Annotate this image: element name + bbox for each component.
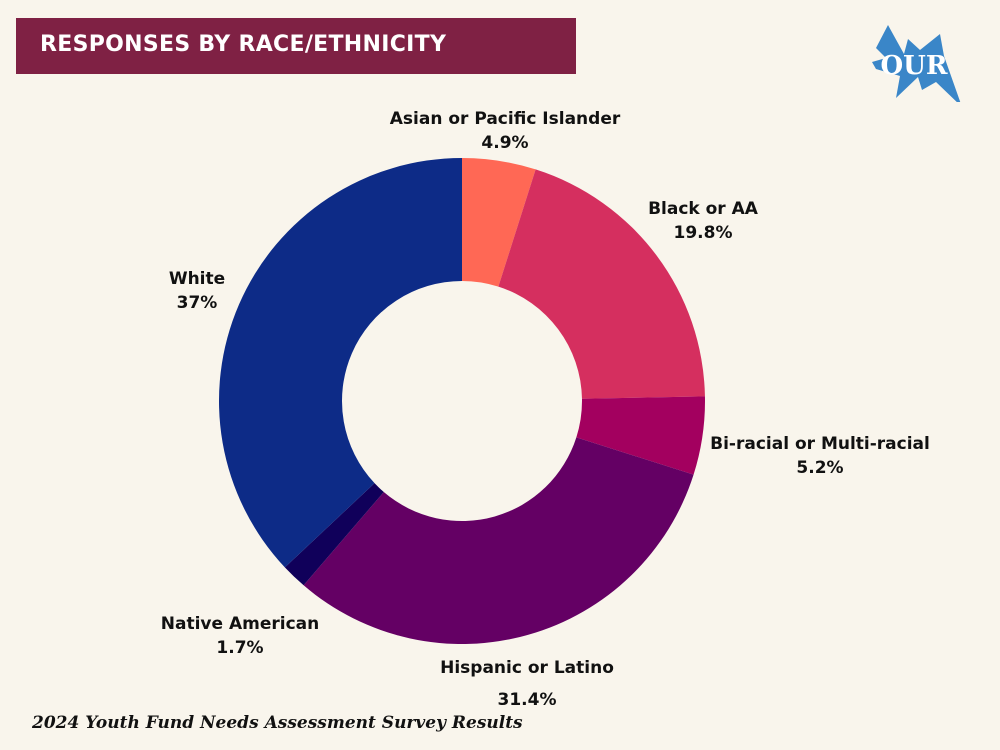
data-label: Hispanic or Latino 31.4% bbox=[440, 656, 614, 712]
slice-hispanic-or-latino bbox=[303, 437, 694, 644]
slice-value-label: 31.4% bbox=[497, 690, 557, 710]
slice-value-label: 1.7% bbox=[216, 638, 264, 658]
page-title: RESPONSES BY RACE/ETHNICITY bbox=[40, 32, 447, 57]
slice-label: Bi-racial or Multi-racial bbox=[710, 434, 930, 454]
slice-label: Asian or Pacific Islander bbox=[389, 109, 621, 129]
title-banner bbox=[16, 18, 576, 74]
slice-native-american bbox=[284, 483, 384, 586]
data-label: Bi-racial or Multi-racial 5.2% bbox=[710, 432, 930, 480]
starburst-icon bbox=[872, 25, 961, 102]
data-label: Asian or Pacific Islander 4.9% bbox=[390, 107, 620, 155]
slice-black-or-aa bbox=[498, 169, 705, 399]
data-label: White 37% bbox=[169, 267, 225, 315]
logo-text: OUR bbox=[881, 51, 948, 81]
slice-label: White bbox=[168, 269, 226, 289]
our-logo: OUR bbox=[872, 25, 961, 102]
slice-value-label: 5.2% bbox=[796, 458, 844, 478]
slice-label: Hispanic or Latino bbox=[440, 658, 614, 678]
slice-white bbox=[218, 158, 462, 568]
slice-asian-or-pacific-islander bbox=[462, 158, 536, 287]
footer-caption: 2024 Youth Fund Needs Assessment Survey … bbox=[32, 713, 523, 733]
slice-value-label: 37% bbox=[176, 293, 218, 313]
data-label: Black or AA 19.8% bbox=[648, 197, 758, 245]
slice-label: Black or AA bbox=[648, 199, 758, 219]
slice-value-label: 4.9% bbox=[481, 133, 529, 153]
data-label: Native American 1.7% bbox=[161, 612, 319, 660]
slice-label: Native American bbox=[160, 614, 320, 634]
slice-value-label: 19.8% bbox=[673, 223, 733, 243]
slice-bi-racial-or-multi-racial bbox=[576, 396, 705, 475]
